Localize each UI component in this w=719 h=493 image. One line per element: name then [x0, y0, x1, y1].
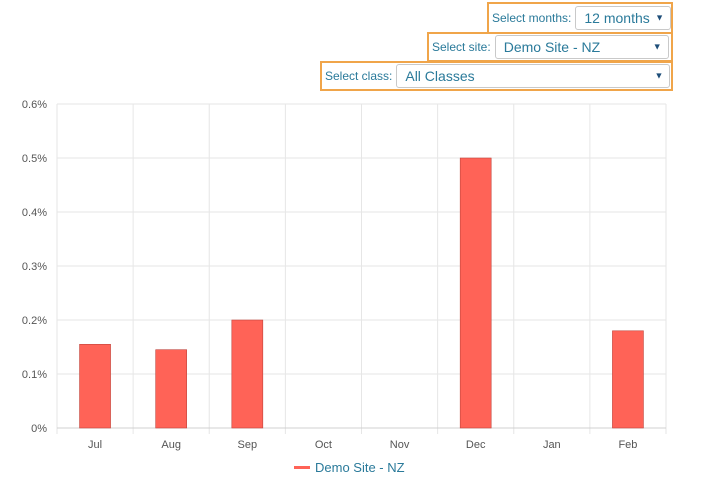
class-filter-label: Select class:: [325, 69, 393, 83]
y-tick-label: 0.6%: [22, 99, 47, 111]
class-filter: Select class: All Classes ▼: [320, 61, 673, 91]
chevron-down-icon: ▼: [655, 12, 664, 23]
site-select[interactable]: Demo Site - NZ ▼: [494, 35, 669, 59]
bar: [231, 319, 264, 429]
bar: [79, 343, 111, 429]
x-tick-label: Nov: [390, 439, 410, 451]
chart-legend[interactable]: Demo Site - NZ: [294, 460, 405, 475]
y-tick-label: 0.3%: [22, 261, 47, 273]
months-select[interactable]: 12 months ▼: [575, 6, 671, 30]
months-filter: Select months: 12 months ▼: [487, 2, 673, 34]
y-tick-label: 0.5%: [22, 153, 47, 165]
chevron-down-icon: ▼: [654, 70, 664, 81]
site-filter: Select site: Demo Site - NZ ▼: [427, 32, 673, 62]
bar: [459, 157, 492, 429]
class-select[interactable]: All Classes ▼: [396, 64, 671, 88]
x-tick-label: Aug: [161, 439, 181, 451]
x-tick-label: Jan: [543, 439, 561, 451]
x-tick-label: Oct: [315, 439, 332, 451]
bar: [155, 349, 187, 429]
x-tick-label: Feb: [618, 439, 637, 451]
y-tick-label: 0%: [31, 423, 47, 435]
months-select-value: 12 months: [584, 10, 650, 26]
chevron-down-icon: ▼: [652, 41, 662, 52]
y-tick-label: 0.4%: [22, 207, 47, 219]
y-tick-label: 0.2%: [22, 315, 47, 327]
site-filter-label: Select site:: [432, 40, 491, 54]
legend-label: Demo Site - NZ: [315, 460, 405, 475]
x-tick-label: Dec: [466, 439, 486, 451]
bar: [612, 330, 644, 429]
class-select-value: All Classes: [405, 68, 475, 84]
legend-swatch: [294, 466, 310, 469]
y-tick-label: 0.1%: [22, 369, 47, 381]
site-select-value: Demo Site - NZ: [503, 39, 601, 55]
x-tick-label: Sep: [238, 439, 258, 451]
months-filter-label: Select months:: [492, 11, 572, 25]
x-tick-label: Jul: [88, 439, 102, 451]
